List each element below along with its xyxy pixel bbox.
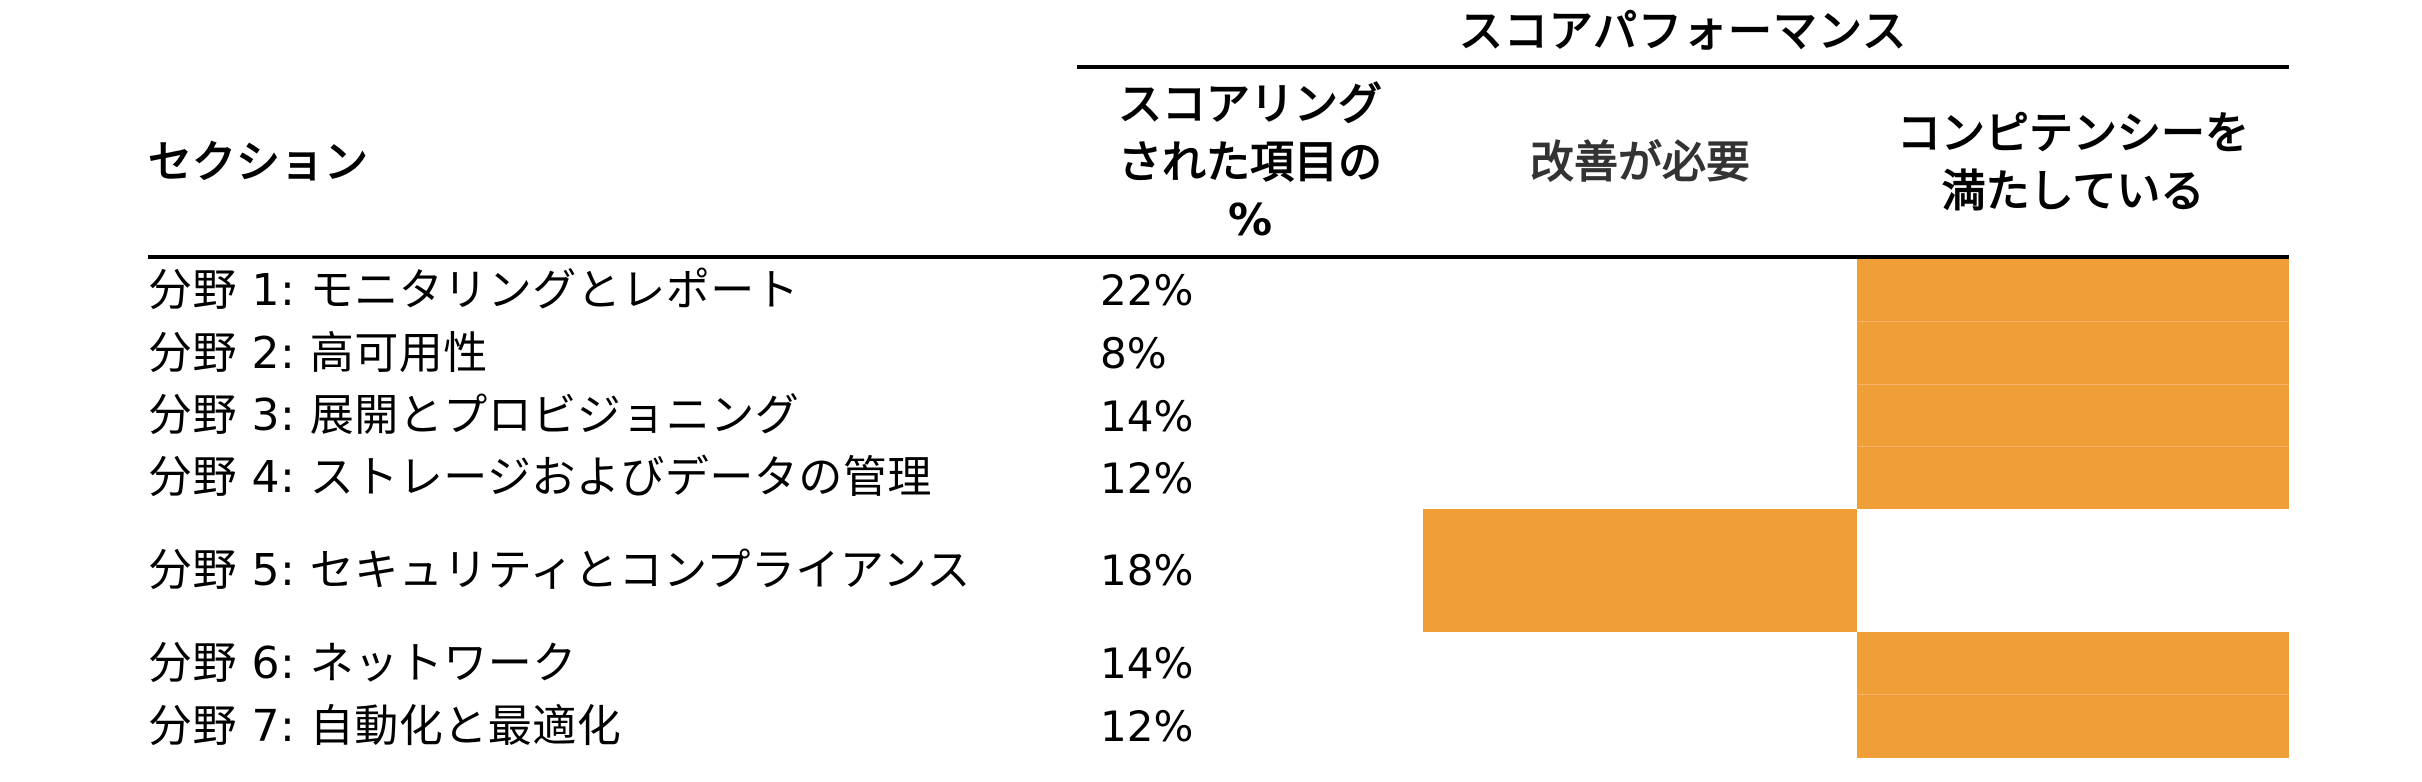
meets-competency-bar (1857, 695, 2289, 758)
column-header-percent-scored: スコアリング された項目の % (1080, 72, 1420, 254)
needs-improvement-cell (1423, 695, 1857, 758)
percent-scored: 14% (1100, 639, 1194, 688)
group-header-divider (1077, 65, 2289, 69)
column-header-meets-line-1: コンピテンシーを (1897, 108, 2249, 159)
needs-improvement-cell (1423, 447, 1857, 509)
section-name: 分野 4: ストレージおよびデータの管理 (148, 452, 932, 503)
percent-scored: 22% (1100, 266, 1194, 315)
meets-competency-bar (1857, 385, 2289, 447)
percent-scored: 12% (1100, 453, 1194, 503)
table-row: 分野 5: セキュリティとコンプライアンス 18% (148, 509, 2289, 632)
section-name: 分野 7: 自動化と最適化 (148, 700, 622, 752)
column-header-meets-competency: コンピテンシーを 満たしている (1857, 72, 2289, 254)
percent-scored: 14% (1100, 391, 1194, 441)
percent-scored: 8% (1100, 329, 1167, 378)
table-row: 分野 3: 展開とプロビジョニング 14% (148, 385, 2289, 447)
meets-competency-bar (1857, 322, 2289, 385)
column-header-meets-line-2: 満たしている (1941, 166, 2205, 217)
section-name: 分野 5: セキュリティとコンプライアンス (148, 544, 971, 596)
meets-competency-cell (1857, 509, 2289, 632)
column-header-needs-improvement: 改善が必要 (1530, 137, 1750, 188)
section-name: 分野 3: 展開とプロビジョニング (148, 390, 800, 441)
column-header-percent-line-1: スコアリング (1118, 79, 1382, 130)
needs-improvement-bar (1423, 509, 1857, 632)
meets-competency-bar (1857, 447, 2289, 509)
percent-scored: 12% (1100, 702, 1194, 751)
header-divider (148, 255, 2289, 259)
percent-scored: 18% (1100, 546, 1194, 595)
needs-improvement-cell (1423, 385, 1857, 447)
table-row: 分野 6: ネットワーク 14% (148, 632, 2289, 695)
table-row: 分野 2: 高可用性 8% (148, 322, 2289, 385)
column-header-percent-line-2: された項目の (1118, 137, 1382, 188)
section-name: 分野 2: 高可用性 (148, 327, 488, 379)
meets-competency-bar (1857, 259, 2289, 322)
section-name: 分野 1: モニタリングとレポート (148, 264, 800, 316)
meets-competency-bar (1857, 632, 2289, 695)
needs-improvement-cell (1423, 259, 1857, 322)
needs-improvement-cell (1423, 632, 1857, 695)
table-row: 分野 7: 自動化と最適化 12% (148, 695, 2289, 758)
column-header-percent-line-3: % (1227, 195, 1273, 246)
table-row: 分野 1: モニタリングとレポート 22% (148, 259, 2289, 322)
table-row: 分野 4: ストレージおよびデータの管理 12% (148, 447, 2289, 509)
section-name: 分野 6: ネットワーク (148, 637, 577, 689)
column-header-section: セクション (148, 137, 368, 188)
needs-improvement-cell (1423, 322, 1857, 385)
score-performance-header: スコアパフォーマンス (1458, 6, 1908, 57)
